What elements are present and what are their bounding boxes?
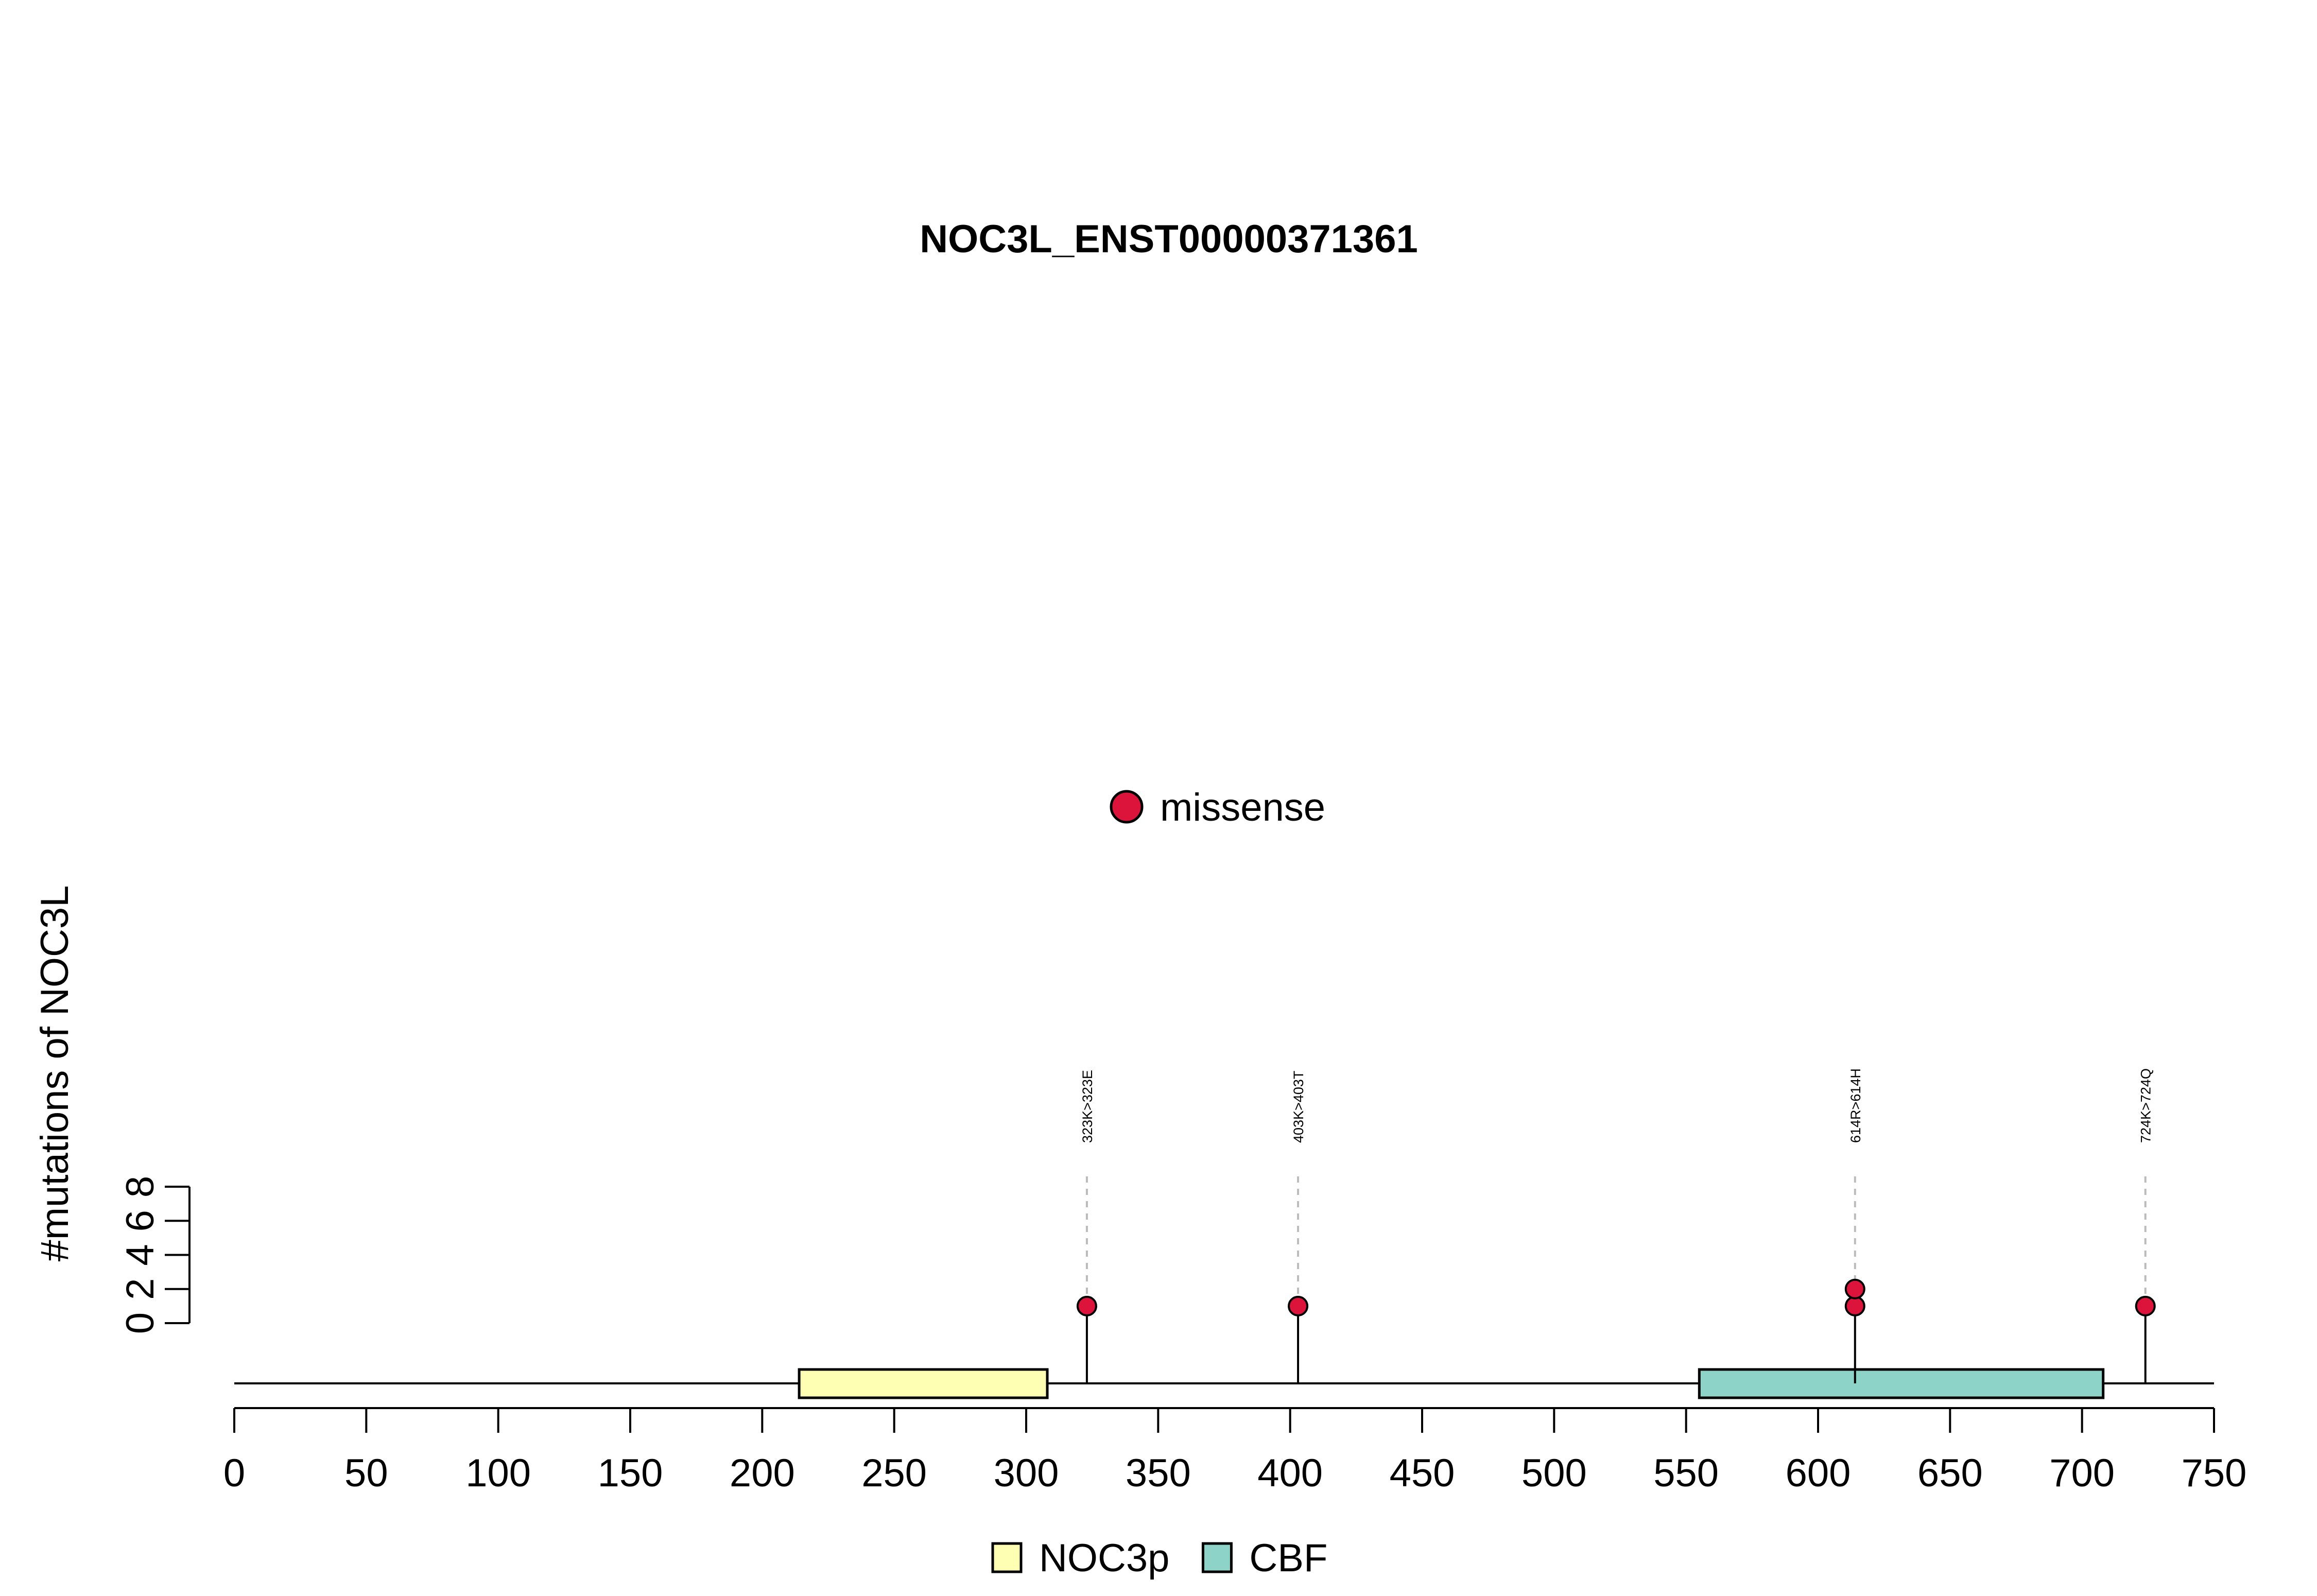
- y-axis-label: #mutations of NOC3L: [33, 886, 77, 1262]
- mutation-legend: missense: [1110, 786, 1325, 829]
- domain-boxes: [798, 1368, 2105, 1399]
- y-tick-label: 8: [118, 1176, 162, 1198]
- y-tick-label: 6: [118, 1210, 162, 1231]
- legend-missense-label: missense: [1160, 786, 1325, 829]
- mutation-dot: [1076, 1295, 1097, 1316]
- x-tick-label: 400: [1257, 1451, 1323, 1495]
- y-tick-label: 4: [118, 1244, 162, 1265]
- x-tick-label: 300: [994, 1451, 1059, 1495]
- legend-cbf-swatch: [1201, 1542, 1233, 1573]
- x-tick-label: 700: [2049, 1451, 2115, 1495]
- legend-noc3p-swatch: [991, 1542, 1023, 1573]
- x-tick-label: 750: [2182, 1451, 2247, 1495]
- x-tick-label: 150: [598, 1451, 663, 1495]
- y-tick-label: 0: [118, 1312, 162, 1334]
- mutation-dot: [1288, 1295, 1309, 1316]
- y-tick-label: 2: [118, 1278, 162, 1300]
- x-axis: 0 50 100 150 200 250 300 350 400 450 500 550 600 650 7…: [223, 1407, 2247, 1495]
- mutation-label: 323K>323E: [1080, 1070, 1095, 1143]
- mutation-label: 724K>724Q: [2138, 1068, 2154, 1143]
- legend-missense-marker: [1110, 790, 1144, 824]
- domain-legend: NOC3p CBF: [991, 1536, 1327, 1580]
- x-tick-label: 50: [344, 1451, 388, 1495]
- chart-title: NOC3L_ENST00000371361: [920, 217, 1417, 261]
- domain-cbf: [1698, 1368, 2105, 1399]
- mutation-dot: [2135, 1295, 2156, 1316]
- mutation-lollipops: 323K>323E 403K>403T 614R>614H 724K>724Q: [1076, 1068, 2156, 1383]
- legend-cbf-label: CBF: [1249, 1536, 1327, 1580]
- mutation-label: 614R>614H: [1848, 1068, 1863, 1143]
- x-tick-label: 350: [1126, 1451, 1191, 1495]
- x-tick-label: 200: [730, 1451, 795, 1495]
- x-tick-label: 650: [1917, 1451, 1983, 1495]
- legend-noc3p-label: NOC3p: [1039, 1536, 1169, 1580]
- y-axis: 0 2 4 6 8: [118, 1176, 191, 1334]
- x-tick-label: 100: [465, 1451, 531, 1495]
- x-tick-label: 250: [861, 1451, 927, 1495]
- x-tick-label: 0: [223, 1451, 245, 1495]
- x-tick-label: 450: [1390, 1451, 1455, 1495]
- x-tick-label: 550: [1653, 1451, 1719, 1495]
- x-tick-label: 600: [1786, 1451, 1851, 1495]
- x-tick-label: 500: [1521, 1451, 1587, 1495]
- mutation-dot: [1844, 1278, 1865, 1299]
- mutation-label: 403K>403T: [1291, 1071, 1306, 1143]
- mutation-dot: [1844, 1295, 1865, 1316]
- domain-noc3p: [798, 1368, 1049, 1399]
